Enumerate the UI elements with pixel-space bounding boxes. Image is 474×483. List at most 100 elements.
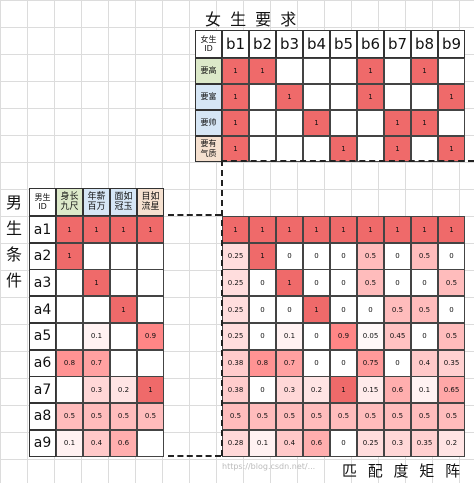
match-value: 0 bbox=[330, 269, 357, 297]
dashed-guide-bottom bbox=[168, 455, 221, 457]
match-value: 0.8 bbox=[249, 349, 276, 377]
match-value: 0.5 bbox=[438, 269, 465, 297]
match-value: 0.25 bbox=[357, 429, 384, 457]
male-title-char: 件 bbox=[6, 271, 23, 290]
match-value: 1 bbox=[249, 242, 276, 270]
match-value: 0.5 bbox=[411, 296, 438, 324]
match-value: 0.5 bbox=[357, 242, 384, 270]
match-value: 0 bbox=[330, 242, 357, 270]
male-attribute-value: 0.2 bbox=[110, 376, 137, 404]
male-attribute-value: 0.5 bbox=[56, 402, 83, 430]
match-value: 0.5 bbox=[276, 402, 303, 430]
male-attribute-value bbox=[110, 322, 137, 350]
match-value: 0 bbox=[249, 269, 276, 297]
male-id-a4[interactable]: a4 bbox=[29, 296, 56, 324]
male-attribute-value bbox=[110, 349, 137, 377]
match-value: 0 bbox=[357, 296, 384, 324]
match-value: 0.6 bbox=[384, 376, 411, 404]
match-value: 1 bbox=[276, 269, 303, 297]
male-attribute-value: 0.1 bbox=[83, 322, 110, 350]
requirement-value bbox=[303, 84, 330, 110]
requirement-value bbox=[330, 84, 357, 110]
male-id-a3[interactable]: a3 bbox=[29, 269, 56, 297]
male-title-char: 条 bbox=[6, 245, 23, 264]
male-id-a1[interactable]: a1 bbox=[29, 216, 56, 243]
match-value: 0.7 bbox=[276, 349, 303, 377]
male-attribute-value: 0.9 bbox=[137, 322, 164, 350]
match-value: 0.25 bbox=[222, 322, 249, 350]
match-value: 0 bbox=[438, 242, 465, 270]
male-id-a2[interactable]: a2 bbox=[29, 242, 56, 270]
female-id-b3[interactable]: b3 bbox=[276, 30, 303, 58]
match-value: 0 bbox=[438, 296, 465, 324]
male-attribute-value: 0.4 bbox=[83, 429, 110, 457]
male-id-a7[interactable]: a7 bbox=[29, 376, 56, 404]
requirement-value bbox=[276, 136, 303, 162]
match-value: 0.35 bbox=[438, 349, 465, 377]
female-id-b7[interactable]: b7 bbox=[384, 30, 411, 58]
male-title-char: 男 bbox=[6, 193, 23, 212]
requirement-value: 1 bbox=[411, 110, 438, 136]
requirement-value bbox=[303, 136, 330, 162]
requirement-value bbox=[330, 110, 357, 136]
male-id-a9[interactable]: a9 bbox=[29, 429, 56, 457]
requirement-value bbox=[276, 110, 303, 136]
male-attribute-value: 1 bbox=[110, 216, 137, 243]
requirement-value bbox=[303, 58, 330, 84]
female-id-b4[interactable]: b4 bbox=[303, 30, 330, 58]
male-id-a6[interactable]: a6 bbox=[29, 349, 56, 377]
male-attribute-value: 0.5 bbox=[83, 402, 110, 430]
match-value: 0.25 bbox=[222, 242, 249, 270]
male-attribute-value bbox=[137, 269, 164, 297]
match-value: 0.2 bbox=[438, 429, 465, 457]
watermark-text: https://blog.csdn.net/... bbox=[222, 462, 316, 471]
match-value: 1 bbox=[330, 376, 357, 404]
requirement-value bbox=[276, 58, 303, 84]
match-value: 0.35 bbox=[411, 429, 438, 457]
male-attribute-value: 0.5 bbox=[110, 402, 137, 430]
male-attribute-header: 身长 九尺 bbox=[56, 188, 83, 216]
match-value: 0.05 bbox=[357, 322, 384, 350]
male-attribute-value: 0.5 bbox=[137, 402, 164, 430]
match-value: 0 bbox=[384, 349, 411, 377]
match-value: 0 bbox=[411, 322, 438, 350]
match-value: 0 bbox=[330, 296, 357, 324]
match-value: 0.5 bbox=[357, 402, 384, 430]
male-attribute-value bbox=[137, 429, 164, 457]
match-value: 0.65 bbox=[438, 376, 465, 404]
female-id-b1[interactable]: b1 bbox=[222, 30, 249, 58]
female-requirements-title: 女 生 要 求 bbox=[205, 10, 299, 29]
requirement-value: 1 bbox=[357, 58, 384, 84]
male-attribute-value bbox=[110, 269, 137, 297]
female-id-header: 女生 ID bbox=[195, 30, 222, 58]
requirement-value bbox=[249, 110, 276, 136]
male-attribute-value bbox=[83, 296, 110, 324]
male-attribute-value bbox=[110, 242, 137, 270]
male-id-a5[interactable]: a5 bbox=[29, 322, 56, 350]
requirement-value: 1 bbox=[438, 136, 465, 162]
match-value: 1 bbox=[222, 216, 249, 243]
match-value: 0.5 bbox=[411, 402, 438, 430]
match-value: 0.28 bbox=[222, 429, 249, 457]
male-attribute-value: 0.3 bbox=[83, 376, 110, 404]
female-id-b5[interactable]: b5 bbox=[330, 30, 357, 58]
male-attribute-value: 1 bbox=[110, 296, 137, 324]
female-id-b8[interactable]: b8 bbox=[411, 30, 438, 58]
match-value: 0.4 bbox=[276, 429, 303, 457]
male-attribute-value: 0.8 bbox=[56, 349, 83, 377]
male-attribute-value: 0.6 bbox=[110, 429, 137, 457]
match-value: 0 bbox=[303, 349, 330, 377]
male-id-a8[interactable]: a8 bbox=[29, 402, 56, 430]
match-value: 0 bbox=[330, 349, 357, 377]
match-value: 0.4 bbox=[411, 349, 438, 377]
match-value: 0 bbox=[276, 242, 303, 270]
female-id-b6[interactable]: b6 bbox=[357, 30, 384, 58]
requirement-value: 1 bbox=[384, 110, 411, 136]
female-id-b2[interactable]: b2 bbox=[249, 30, 276, 58]
male-attribute-value bbox=[56, 322, 83, 350]
requirement-label: 要高 bbox=[195, 58, 222, 84]
match-value: 0.1 bbox=[276, 322, 303, 350]
female-id-b9[interactable]: b9 bbox=[438, 30, 465, 58]
requirement-value bbox=[249, 84, 276, 110]
match-value: 0 bbox=[249, 322, 276, 350]
